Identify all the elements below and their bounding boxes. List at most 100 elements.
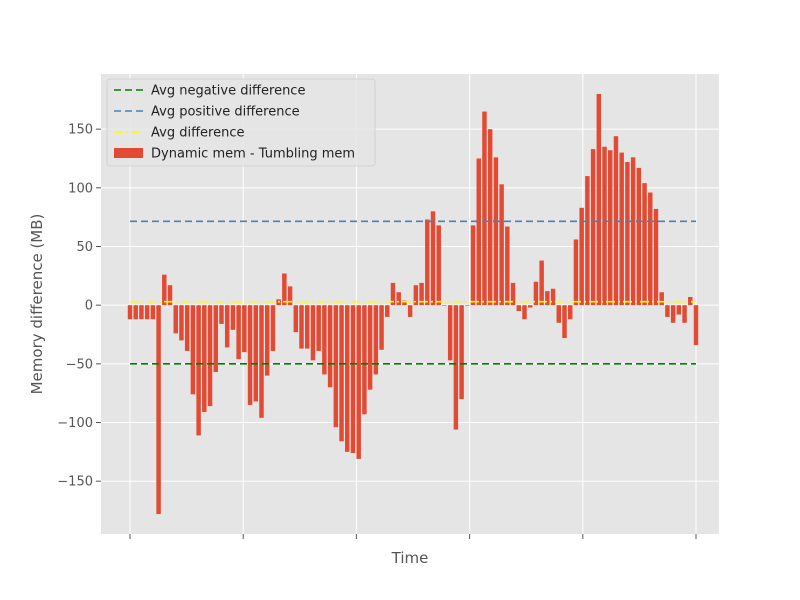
- bar: [219, 305, 224, 324]
- y-tick-label: 50: [76, 240, 93, 255]
- y-tick-label: −100: [57, 416, 93, 431]
- bar: [390, 282, 396, 306]
- bar: [293, 305, 299, 333]
- bar: [305, 305, 310, 349]
- bar: [350, 305, 356, 454]
- avg-lines: [130, 220, 696, 365]
- bar: [242, 305, 247, 353]
- bar: [693, 305, 699, 346]
- bar: [127, 305, 133, 320]
- bar: [430, 211, 436, 306]
- bar: [619, 152, 624, 306]
- legend-label: Avg positive difference: [151, 105, 300, 120]
- bar: [230, 305, 236, 330]
- bar: [162, 274, 167, 306]
- bar: [670, 305, 676, 323]
- bar: [345, 305, 350, 452]
- bar: [299, 305, 304, 349]
- bar: [550, 288, 556, 306]
- bar: [310, 305, 316, 361]
- bar: [179, 305, 184, 341]
- x-axis-label: Time: [391, 549, 429, 567]
- bar: [316, 305, 321, 351]
- bar: [356, 305, 361, 459]
- legend-swatch: [114, 148, 143, 158]
- bar: [407, 305, 413, 317]
- bar: [608, 150, 613, 306]
- bar: [419, 282, 424, 306]
- bar: [287, 286, 293, 306]
- bar: [476, 158, 481, 306]
- bar: [184, 305, 190, 351]
- bar: [487, 129, 493, 306]
- bar: [156, 305, 161, 515]
- bar: [682, 305, 687, 323]
- bar: [533, 281, 539, 306]
- bar: [510, 282, 516, 306]
- bar: [367, 305, 373, 390]
- bar: [379, 305, 384, 350]
- bar: [259, 305, 264, 418]
- legend-label: Avg difference: [151, 126, 244, 141]
- bar: [413, 285, 419, 306]
- bar: [648, 192, 653, 306]
- bar: [442, 305, 447, 306]
- bar: [556, 305, 562, 323]
- bar: [196, 305, 201, 436]
- bar: [253, 305, 259, 402]
- bar: [642, 183, 647, 306]
- bar: [167, 285, 173, 306]
- bar: [505, 226, 510, 306]
- bar: [522, 305, 527, 320]
- bar: [665, 305, 670, 317]
- bar: [224, 305, 230, 348]
- bar: [207, 305, 213, 407]
- y-tick-label: −150: [57, 475, 93, 490]
- bar: [590, 149, 596, 306]
- bar: [236, 305, 241, 360]
- legend-box: [106, 78, 376, 167]
- bar: [602, 146, 607, 306]
- bar: [385, 305, 390, 317]
- bar: [653, 208, 659, 306]
- bar: [144, 305, 150, 320]
- bar: [527, 305, 533, 308]
- bar: [282, 273, 287, 306]
- bar: [630, 157, 636, 306]
- bar: [247, 305, 253, 405]
- y-tick-label: 150: [68, 123, 93, 138]
- bar: [322, 305, 327, 375]
- bars: [127, 93, 699, 515]
- y-tick-label: 100: [68, 181, 93, 196]
- bar: [579, 207, 584, 306]
- bar: [482, 111, 487, 306]
- bar: [516, 305, 521, 312]
- bar: [499, 184, 504, 306]
- bar: [402, 300, 407, 306]
- bar: [636, 167, 642, 306]
- bar: [190, 305, 196, 395]
- bar: [264, 305, 270, 376]
- bar: [333, 305, 339, 428]
- bar: [585, 176, 590, 306]
- bar: [139, 305, 144, 320]
- bar: [596, 93, 602, 306]
- bar: [339, 305, 344, 442]
- bar: [539, 260, 544, 306]
- bar: [133, 305, 138, 320]
- bar: [562, 305, 567, 339]
- legend: Avg negative difference Avg positive diff…: [106, 78, 376, 167]
- bar: [676, 305, 682, 315]
- bar: [659, 292, 664, 306]
- bar: [362, 305, 367, 415]
- bar: [688, 296, 693, 306]
- legend-label: Dynamic mem - Tumbling mem: [151, 147, 355, 162]
- bar: [625, 162, 630, 306]
- bar: [567, 305, 573, 320]
- bar: [573, 239, 579, 306]
- legend-label: Avg negative difference: [151, 84, 305, 99]
- bar: [545, 291, 550, 306]
- bar: [373, 305, 379, 375]
- bar: [202, 305, 207, 412]
